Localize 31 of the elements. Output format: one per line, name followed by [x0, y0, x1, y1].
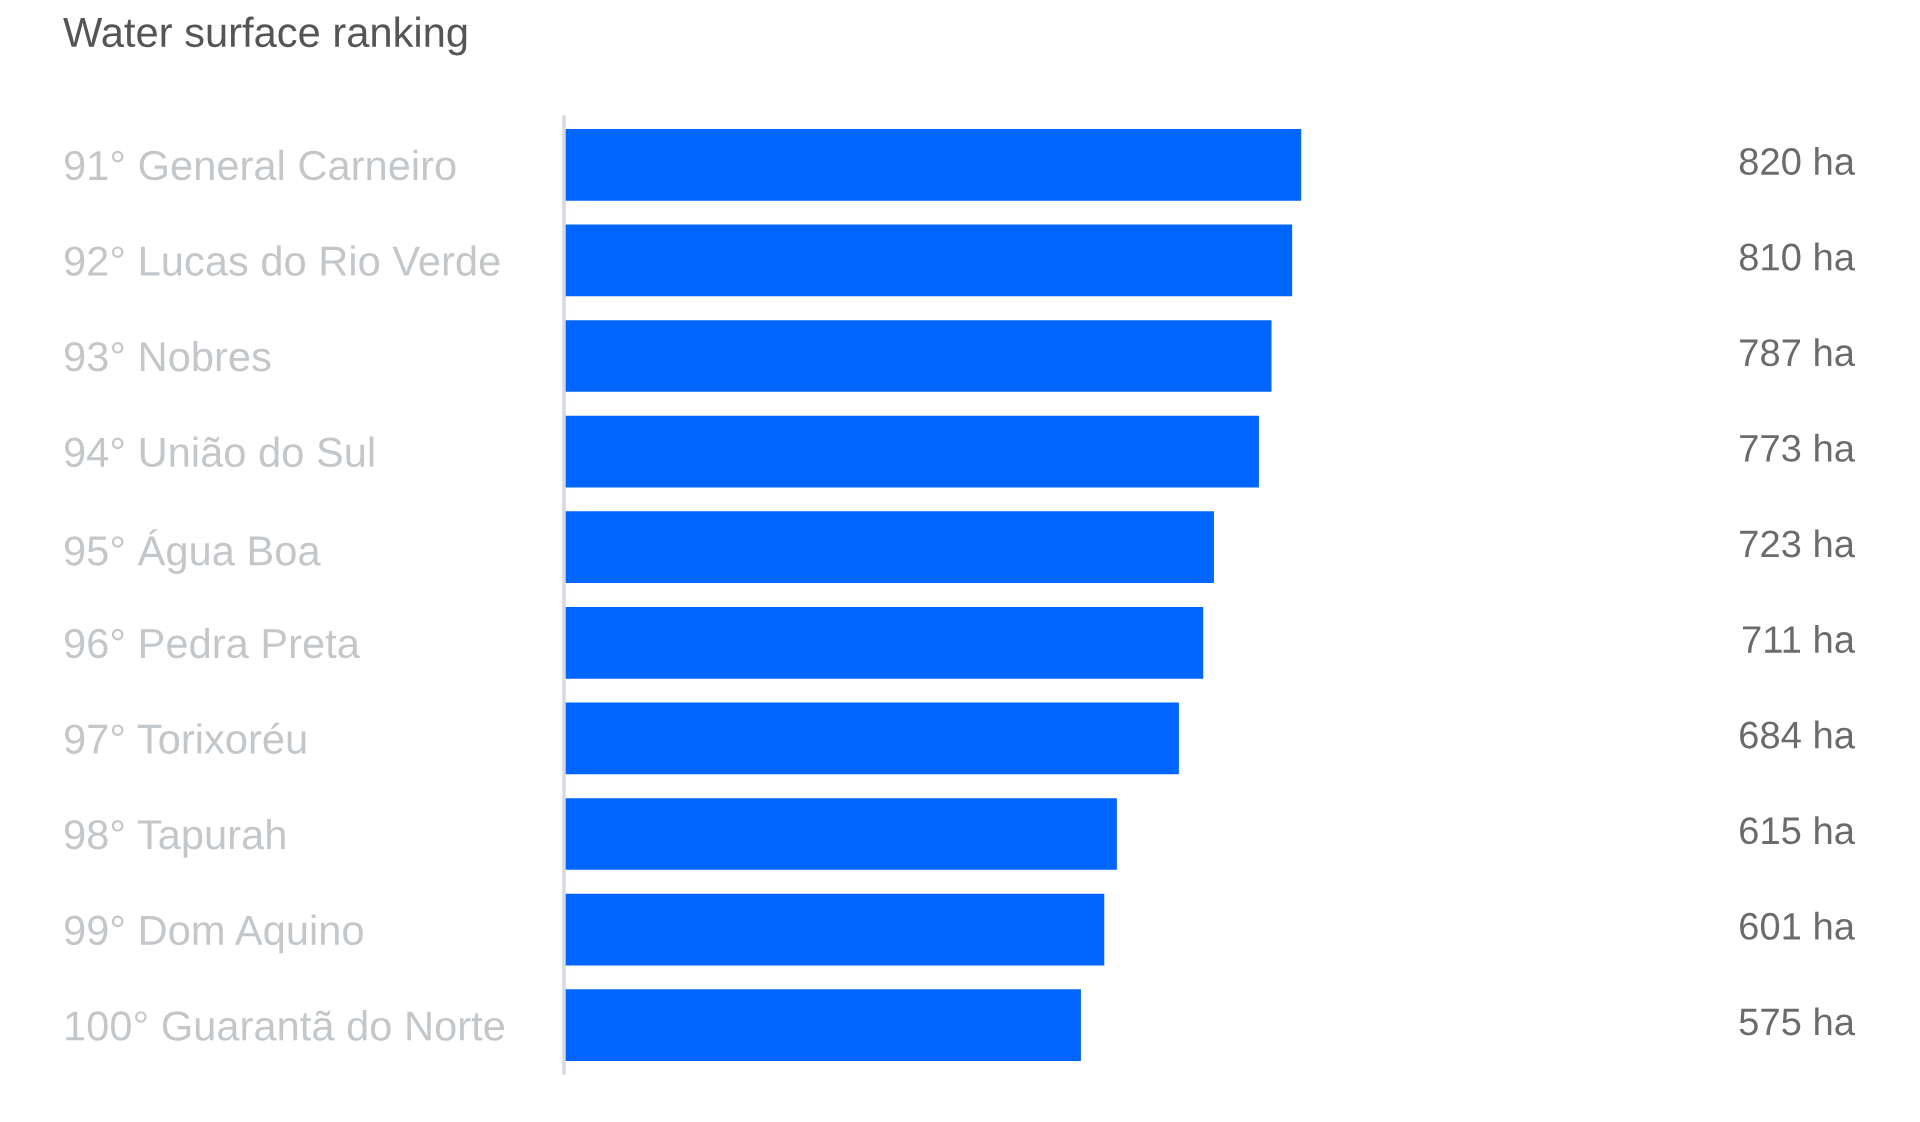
bar — [564, 606, 1204, 679]
bar — [564, 415, 1259, 488]
data-label: 723 ha — [1740, 529, 1856, 558]
y-tick-label: 91° General Carneiro — [64, 149, 456, 181]
bar — [564, 702, 1179, 775]
data-label: 810 ha — [1739, 242, 1856, 271]
data-label: 684 ha — [1740, 720, 1856, 749]
bar — [564, 511, 1214, 584]
bar — [564, 893, 1105, 966]
data-label: 601 ha — [1740, 911, 1856, 940]
y-tick-label: 100° Guarantã do Norte — [66, 1010, 505, 1041]
bar — [564, 224, 1293, 297]
bar — [564, 798, 1117, 870]
y-tick-label: 97° Torixoréu — [64, 722, 306, 754]
data-label: 711 ha — [1742, 625, 1856, 654]
bar — [564, 989, 1081, 1062]
data-label: 820 ha — [1739, 147, 1856, 176]
y-tick-label: 96° Pedra Preta — [64, 627, 360, 659]
y-tick-label: 92° Lucas do Rio Verde — [64, 245, 500, 276]
y-tick-label: 98° Tapurah — [64, 818, 285, 858]
y-tick-label: 95° Água Boa — [64, 529, 321, 574]
bar — [564, 320, 1272, 392]
data-label: 575 ha — [1739, 1007, 1856, 1036]
chart-title: Water surface ranking — [63, 16, 467, 56]
data-label: 787 ha — [1740, 338, 1856, 367]
y-tick-label: 93° Nobres — [64, 340, 271, 372]
y-tick-label: 99° Dom Aquino — [64, 914, 363, 954]
data-label: 773 ha — [1740, 433, 1856, 462]
bar — [564, 128, 1302, 201]
data-label: 615 ha — [1740, 816, 1856, 845]
y-tick-label: 94° União do Sul — [64, 436, 374, 468]
